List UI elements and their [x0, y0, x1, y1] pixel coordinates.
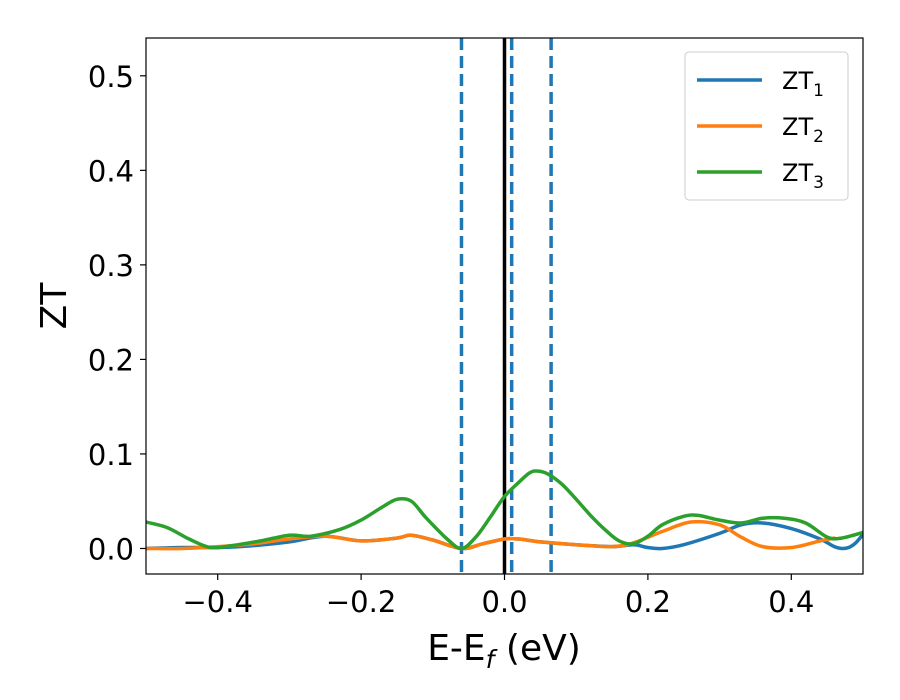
- y-tick-label: 0.1: [88, 438, 134, 472]
- x-tick-label: 0.2: [625, 585, 671, 619]
- legend: ZT1 ZT2 ZT3: [684, 51, 849, 201]
- series-line-zt2: [146, 519, 837, 551]
- y-axis-ticks: 0.0 0.1 0.2 0.3 0.4 0.5: [88, 60, 146, 566]
- y-tick-label: 0.2: [88, 343, 134, 377]
- legend-frame: [684, 51, 849, 201]
- x-tick-label: 0.4: [768, 585, 814, 619]
- legend-label-zt1: ZT1: [782, 67, 824, 101]
- x-axis-title-unit: (eV): [494, 628, 580, 669]
- x-axis-ticks: −0.4 −0.2 0.0 0.2 0.4: [182, 574, 814, 619]
- vertical-reference-lines: [459, 38, 553, 574]
- y-tick-label: 0.3: [88, 249, 134, 283]
- y-axis-title: ZT: [34, 282, 75, 330]
- x-tick-label: 0.0: [481, 585, 527, 619]
- series-line-zt3: [146, 469, 863, 551]
- legend-label-zt3: ZT3: [782, 159, 824, 193]
- legend-label-zt2: ZT2: [782, 113, 824, 147]
- x-axis-title-main: E-E: [427, 628, 485, 669]
- x-tick-label: −0.4: [182, 585, 252, 619]
- y-tick-label: 0.4: [88, 154, 134, 188]
- y-tick-label: 0.0: [88, 532, 134, 566]
- y-tick-label: 0.5: [88, 60, 134, 94]
- series-lines: [146, 469, 863, 551]
- x-axis-title: E-Ef (eV): [427, 628, 581, 674]
- x-tick-label: −0.2: [326, 585, 396, 619]
